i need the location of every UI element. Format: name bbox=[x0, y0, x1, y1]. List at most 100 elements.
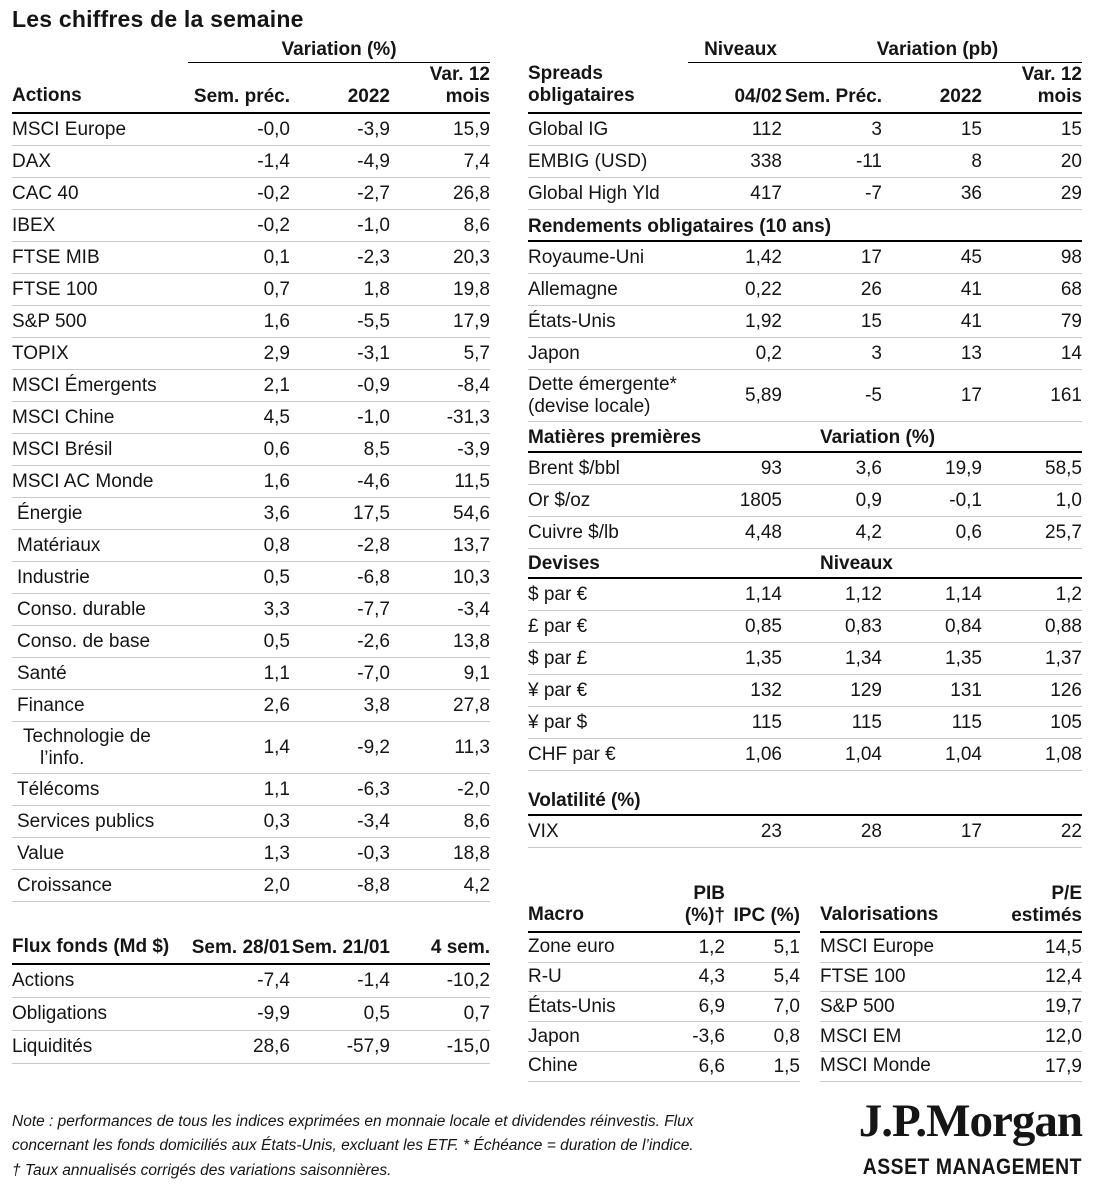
cell-value: 0,83 bbox=[845, 615, 882, 637]
cell-value: 8,5 bbox=[363, 438, 390, 460]
macro-table: Macro PIB (%)† IPC (%) Zone euro 1,2 5,1… bbox=[528, 883, 800, 1082]
cell-value: -0,9 bbox=[357, 374, 390, 396]
jpmorgan-logo: J.P.Morgan ASSET MANAGEMENT bbox=[690, 1098, 1083, 1180]
cell-value: 1,2 bbox=[698, 936, 725, 958]
cell-value: 1,37 bbox=[1045, 647, 1082, 669]
table-row: Global IG 112 3 15 15 bbox=[528, 114, 1082, 146]
cell-value: 1,6 bbox=[263, 470, 290, 492]
cell-value: 1,06 bbox=[745, 743, 782, 765]
cell-value: 2,1 bbox=[263, 374, 290, 396]
row-label: CAC 40 bbox=[12, 182, 79, 204]
cell-value: 115 bbox=[751, 711, 782, 733]
cell-value: 13,7 bbox=[453, 534, 490, 556]
row-label: $ par £ bbox=[528, 647, 588, 669]
table-row: Brent $/bbl 93 3,6 19,9 58,5 bbox=[528, 453, 1082, 485]
table-row: Japon 0,2 3 13 14 bbox=[528, 338, 1082, 370]
table-row: Finance 2,6 3,8 27,8 bbox=[12, 690, 490, 722]
cell-value: 112 bbox=[751, 118, 782, 140]
cell-value: 20 bbox=[1060, 150, 1082, 172]
spreads-span-header: Niveaux Variation (pb) bbox=[688, 36, 1082, 63]
column-header-2022: 2022 bbox=[939, 85, 982, 107]
cell-value: 79 bbox=[1060, 310, 1082, 332]
row-label: Royaume-Uni bbox=[528, 246, 645, 268]
cell-value: 1,2 bbox=[1055, 583, 1082, 605]
matieres-section-title: Matières premières bbox=[528, 427, 702, 448]
row-label: Télécoms bbox=[17, 778, 100, 800]
variation-pb-span-label: Variation (pb) bbox=[876, 39, 999, 60]
cell-value: 1,04 bbox=[845, 743, 882, 765]
cell-value: 4,48 bbox=[745, 521, 782, 543]
row-label: MSCI Brésil bbox=[12, 438, 113, 460]
cell-value: 3,6 bbox=[855, 457, 882, 479]
row-label: EMBIG (USD) bbox=[528, 150, 648, 172]
cell-value: 161 bbox=[1050, 384, 1082, 406]
row-label: £ par € bbox=[528, 615, 588, 637]
cell-value: 1,4 bbox=[263, 736, 290, 758]
cell-value: 10,3 bbox=[453, 566, 490, 588]
rendements-table: Rendements obligataires (10 ans) Royaume… bbox=[528, 216, 1082, 422]
cell-value: 4,2 bbox=[463, 874, 490, 896]
row-label: DAX bbox=[12, 150, 52, 172]
table-row: ¥ par € 132 129 131 126 bbox=[528, 675, 1082, 707]
cell-value: 1,35 bbox=[945, 647, 982, 669]
cell-value: 0,9 bbox=[855, 489, 882, 511]
column-header-2022: 2022 bbox=[347, 85, 390, 107]
table-row: MSCI Brésil 0,6 8,5 -3,9 bbox=[12, 434, 490, 466]
table-row: MSCI Chine 4,5 -1,0 -31,3 bbox=[12, 402, 490, 434]
table-row: FTSE 100 0,7 1,8 19,8 bbox=[12, 274, 490, 306]
cell-value: 26,8 bbox=[453, 182, 490, 204]
row-label: Global High Yld bbox=[528, 182, 660, 204]
cell-value: 11,5 bbox=[454, 470, 490, 492]
niveaux-span-label: Niveaux bbox=[820, 553, 893, 574]
table-row: S&P 500 19,7 bbox=[820, 992, 1082, 1023]
row-label: VIX bbox=[528, 820, 559, 842]
cell-value: -15,0 bbox=[446, 1036, 490, 1058]
row-label: R-U bbox=[528, 966, 562, 988]
cell-value: 68 bbox=[1060, 278, 1082, 300]
volatilite-rows: VIX 23 28 17 22 bbox=[528, 816, 1082, 848]
cell-value: 1,0 bbox=[1055, 489, 1082, 511]
valorisations-table: Valorisations P/E estimés MSCI Europe 14… bbox=[820, 883, 1082, 1082]
row-label: Allemagne bbox=[528, 278, 618, 300]
row-label: IBEX bbox=[12, 214, 56, 236]
flux-header-row: Flux fonds (Md $) Sem. 28/01 Sem. 21/01 … bbox=[12, 932, 490, 965]
table-row: Royaume-Uni 1,42 17 45 98 bbox=[528, 242, 1082, 274]
cell-value: 18,8 bbox=[453, 842, 490, 864]
cell-value: 8 bbox=[971, 150, 982, 172]
macro-header-row: Macro PIB (%)† IPC (%) bbox=[528, 883, 800, 933]
row-label: Énergie bbox=[17, 502, 83, 524]
cell-value: 1,12 bbox=[845, 583, 882, 605]
note-block: Note : performances de tous les indices … bbox=[12, 1110, 754, 1183]
cell-value: 17 bbox=[960, 820, 982, 842]
devises-section-title: Devises bbox=[528, 553, 600, 574]
table-row: Value 1,3 -0,3 18,8 bbox=[12, 838, 490, 870]
row-label: Brent $/bbl bbox=[528, 457, 620, 479]
row-label: Santé bbox=[17, 662, 67, 684]
cell-value: -3,4 bbox=[357, 810, 390, 832]
cell-value: 93 bbox=[760, 457, 782, 479]
variation-span-label: Variation (%) bbox=[820, 427, 936, 448]
cell-value: 28 bbox=[860, 820, 882, 842]
cell-value: -6,3 bbox=[357, 778, 390, 800]
row-label: Technologie de l’info. bbox=[23, 725, 151, 769]
row-label: CHF par € bbox=[528, 743, 616, 765]
cell-value: 0,3 bbox=[263, 810, 290, 832]
table-row: Technologie de l’info. 1,4 -9,2 11,3 bbox=[12, 722, 490, 774]
cell-value: 15,9 bbox=[453, 118, 490, 140]
cell-value: 1,08 bbox=[1045, 743, 1082, 765]
cell-value: 36 bbox=[960, 182, 982, 204]
table-row: Services publics 0,3 -3,4 8,6 bbox=[12, 806, 490, 838]
cell-value: 8,6 bbox=[463, 214, 490, 236]
cell-value: 13,8 bbox=[453, 630, 490, 652]
column-header-macro: Macro bbox=[528, 903, 584, 925]
cell-value: 0,7 bbox=[263, 278, 290, 300]
cell-value: 58,5 bbox=[1045, 457, 1082, 479]
niveaux-span-label: Niveaux bbox=[704, 39, 777, 60]
cell-value: -7,7 bbox=[357, 598, 390, 620]
row-label: Cuivre $/lb bbox=[528, 521, 619, 543]
cell-value: -31,3 bbox=[446, 406, 490, 428]
row-label: Obligations bbox=[12, 1003, 108, 1025]
table-row: Énergie 3,6 17,5 54,6 bbox=[12, 498, 490, 530]
row-label: Japon bbox=[528, 1025, 580, 1047]
